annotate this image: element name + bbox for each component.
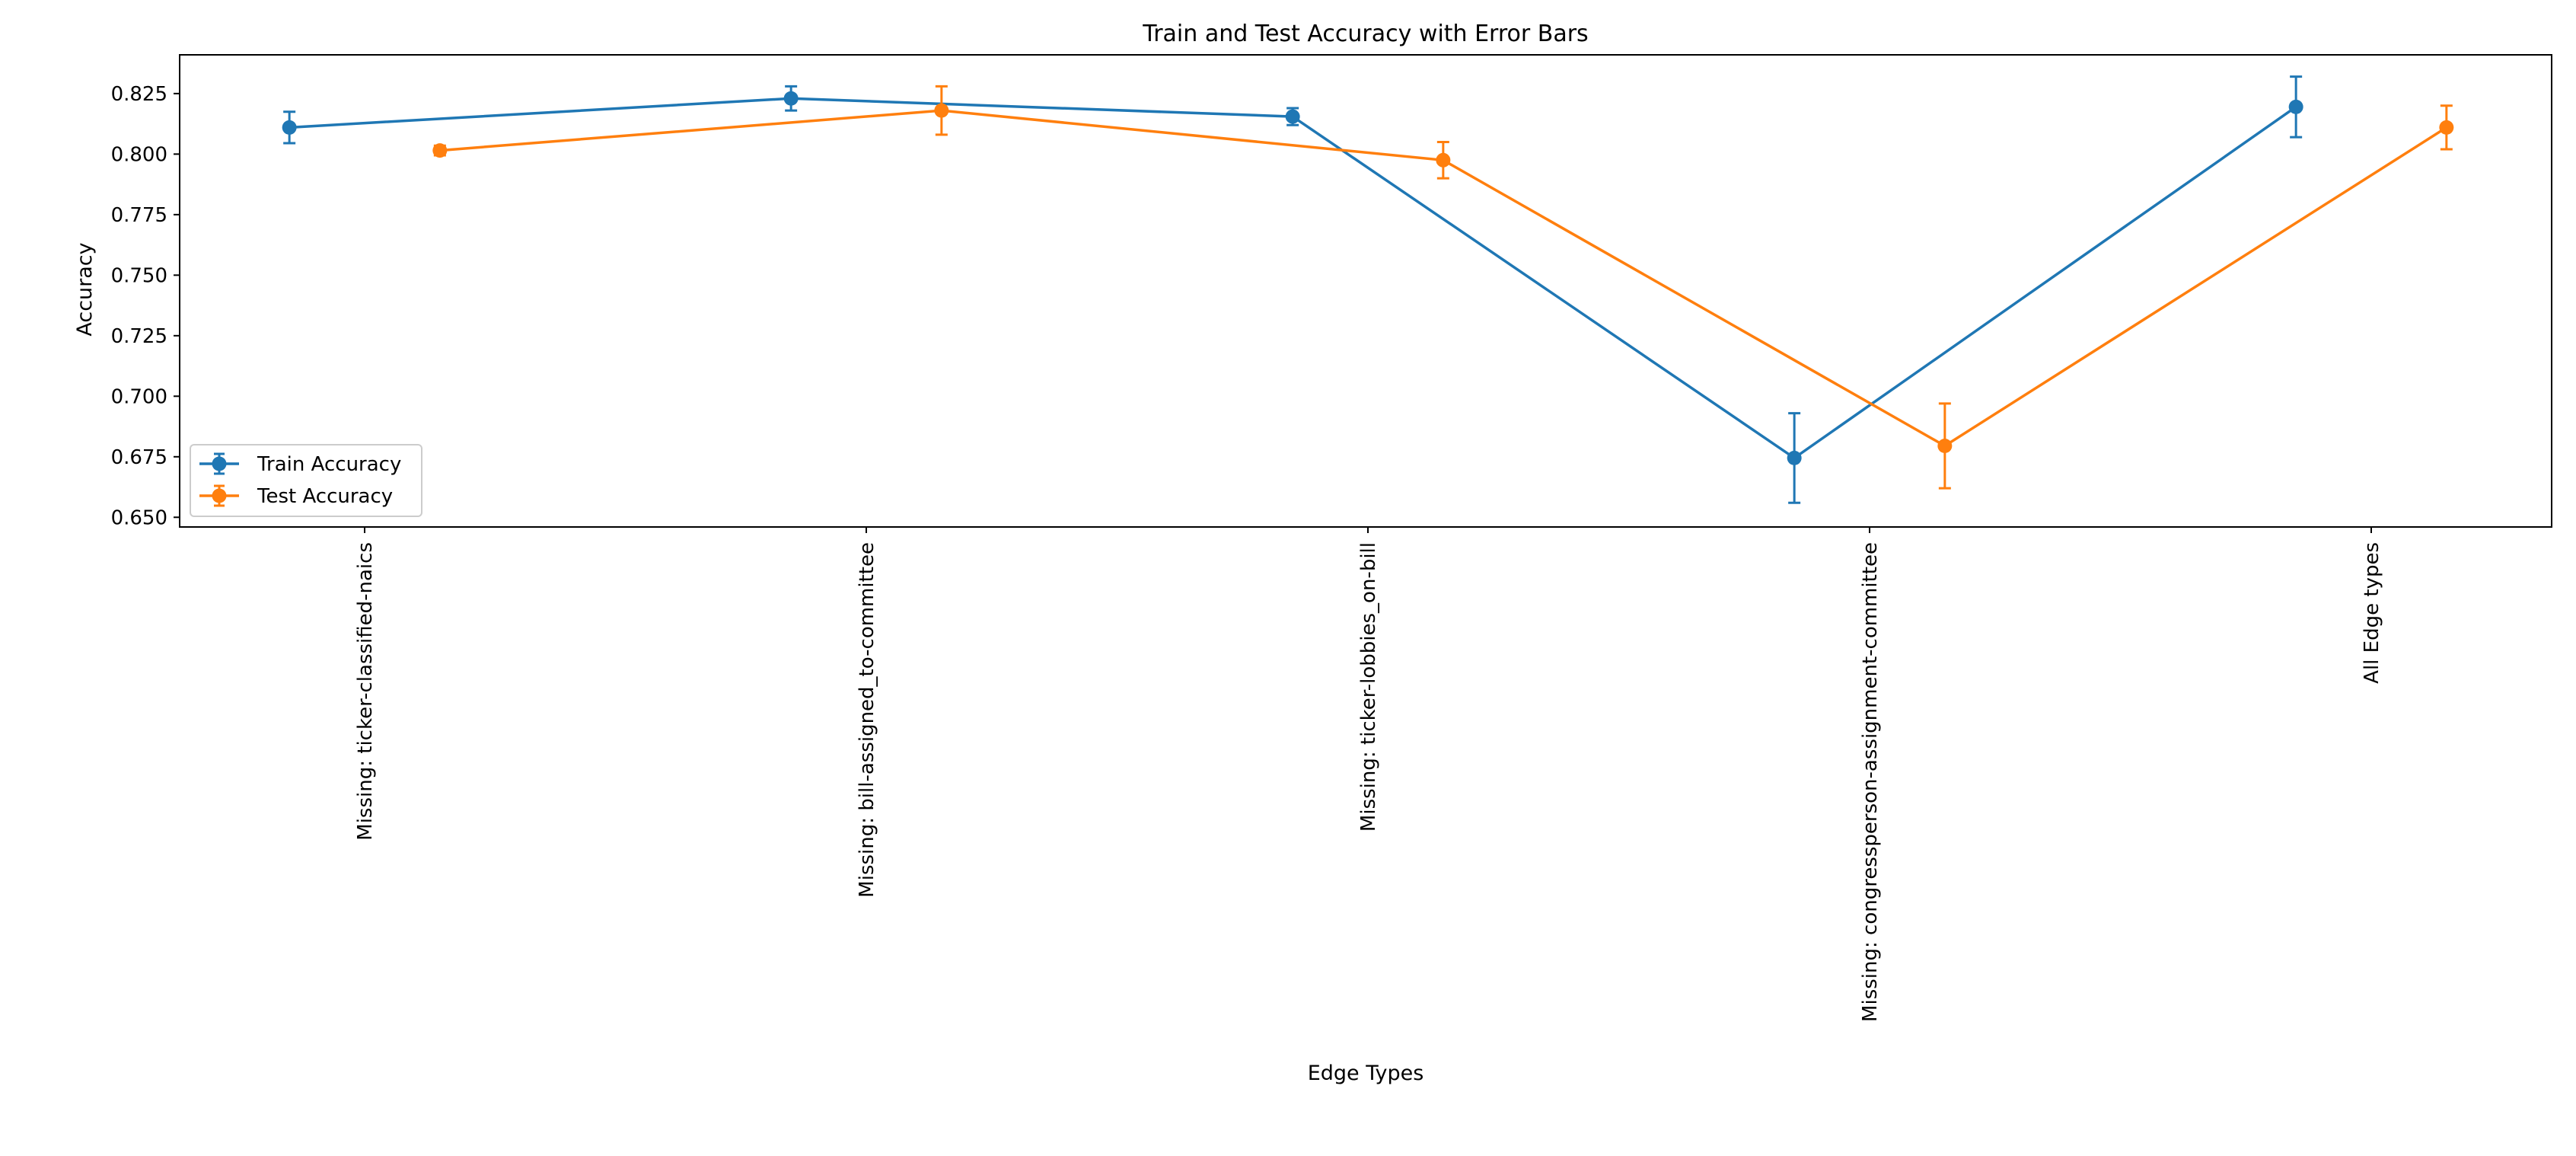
train-point bbox=[783, 91, 799, 106]
test-point bbox=[934, 103, 949, 118]
test-point bbox=[432, 143, 448, 158]
plot-frame bbox=[179, 54, 2552, 528]
legend-box bbox=[190, 444, 422, 517]
x-tick-label: All Edge types bbox=[2361, 542, 2383, 684]
y-tick-label: 0.725 bbox=[111, 325, 167, 348]
train-line bbox=[289, 97, 2297, 460]
train-point bbox=[2288, 99, 2303, 114]
legend-train-marker bbox=[212, 456, 227, 471]
y-tick-label: 0.800 bbox=[111, 143, 167, 166]
test-point bbox=[1436, 152, 1451, 168]
y-tick-label: 0.650 bbox=[111, 506, 167, 529]
test-point bbox=[1937, 438, 1953, 453]
y-tick-label: 0.825 bbox=[111, 83, 167, 106]
chart-title: Train and Test Accuracy with Error Bars bbox=[1142, 21, 1588, 47]
x-axis-label: Edge Types bbox=[1308, 1062, 1424, 1085]
test-point bbox=[2439, 120, 2454, 135]
x-tick-label: Missing: bill-assigned_to-committee bbox=[856, 542, 878, 898]
y-tick-label: 0.700 bbox=[111, 385, 167, 408]
legend-test-label: Test Accuracy bbox=[257, 485, 393, 508]
y-axis-label: Accuracy bbox=[73, 242, 97, 336]
train-point bbox=[1285, 109, 1300, 124]
x-tick-label: Missing: ticker-classified-naics bbox=[354, 542, 377, 841]
y-tick-label: 0.750 bbox=[111, 264, 167, 287]
train-point bbox=[282, 120, 297, 135]
legend-test-marker bbox=[212, 488, 227, 503]
x-tick-label: Missing: congressperson-assignment-commi… bbox=[1859, 542, 1882, 1022]
y-tick-label: 0.775 bbox=[111, 204, 167, 227]
legend-train-label: Train Accuracy bbox=[257, 453, 401, 476]
x-tick-label: Missing: ticker-lobbies_on-bill bbox=[1357, 542, 1380, 832]
y-tick-label: 0.675 bbox=[111, 446, 167, 469]
plot-area: 0.650 0.675 0.700 0.725 0.750 0.775 0.800 0.825… bbox=[111, 54, 2552, 1022]
train-point bbox=[1787, 450, 1802, 465]
